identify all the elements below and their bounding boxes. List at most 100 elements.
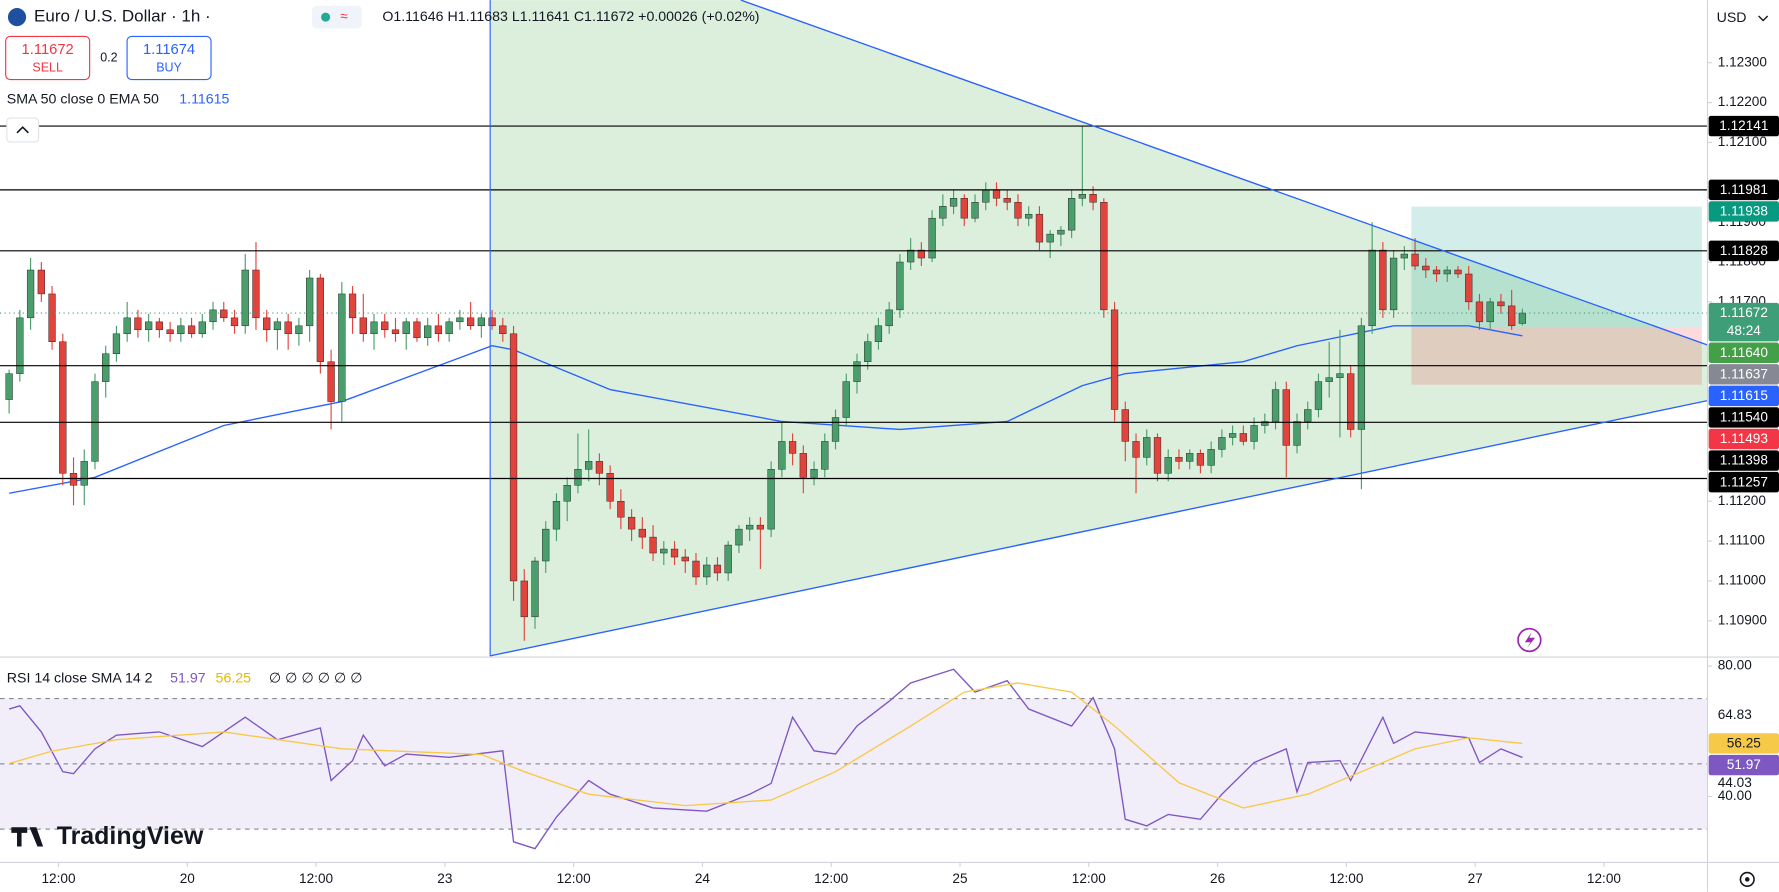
- buy-button[interactable]: [126, 35, 212, 81]
- buy-price[interactable]: 1.11674: [143, 42, 195, 58]
- collapse-button[interactable]: [6, 117, 40, 143]
- settings-button[interactable]: [1739, 871, 1755, 888]
- price-tag-label: 1.11615: [1720, 388, 1768, 403]
- candle-body: [1207, 449, 1215, 466]
- candle-body: [284, 321, 292, 335]
- alert-icon[interactable]: [1517, 627, 1542, 653]
- y-tick-label: 1.11200: [1718, 493, 1767, 508]
- position-target-zone: [1411, 206, 1702, 327]
- candle-body: [445, 321, 453, 335]
- candle-body: [209, 309, 217, 323]
- candle-body: [1347, 373, 1355, 430]
- candle-body: [874, 325, 883, 342]
- candle-body: [123, 317, 131, 335]
- candle-body: [1046, 233, 1054, 243]
- candle-body: [26, 269, 35, 319]
- candle-body: [102, 353, 110, 382]
- candle-body: [971, 202, 979, 219]
- candle-body: [69, 473, 78, 486]
- candle-body: [788, 441, 797, 454]
- candle-body: [1089, 194, 1097, 203]
- x-tick-label: 24: [695, 871, 711, 886]
- candle-body: [1250, 425, 1258, 442]
- candle-body: [1336, 373, 1344, 378]
- rsi-level-label: 44.03: [1718, 775, 1752, 790]
- rsi-tag-label: 51.97: [1727, 757, 1761, 772]
- candle-body: [16, 317, 24, 374]
- position-stop-zone: [1411, 326, 1702, 385]
- candle-body: [1411, 253, 1419, 267]
- candle-body: [1465, 273, 1473, 303]
- x-tick-label: 12:00: [1587, 871, 1621, 886]
- sell-button[interactable]: [5, 35, 91, 81]
- rsi-value: 51.97: [170, 670, 206, 686]
- price-tag-label: 1.12141: [1719, 118, 1768, 133]
- sell-label[interactable]: SELL: [32, 60, 63, 74]
- price-tag: [1708, 450, 1779, 471]
- x-tick-label: 25: [952, 871, 967, 886]
- candle-body: [670, 548, 679, 558]
- candle-body: [735, 528, 743, 546]
- candle-body: [713, 564, 722, 574]
- candle-body: [595, 461, 604, 474]
- price-tag-label: 1.11493: [1720, 431, 1768, 446]
- candle-body: [1035, 213, 1044, 243]
- candle-body: [145, 321, 153, 331]
- candle-body: [220, 309, 228, 319]
- candle-body: [295, 325, 303, 335]
- price-tag: [1708, 240, 1779, 262]
- candle-body: [1497, 301, 1505, 307]
- candle-body: [531, 560, 539, 618]
- candle-body: [574, 469, 582, 486]
- candle-body: [466, 317, 475, 327]
- candle-body: [381, 321, 389, 331]
- candle-body: [348, 293, 357, 319]
- candle-body: [1389, 257, 1398, 311]
- candle-body: [627, 516, 636, 530]
- candle-body: [1486, 301, 1494, 323]
- candle-body: [1186, 453, 1194, 462]
- candle-body: [960, 198, 968, 219]
- currency-selector[interactable]: USD: [1717, 10, 1747, 26]
- candle-body: [359, 317, 367, 335]
- candle-body: [1196, 453, 1205, 466]
- candle-body: [1121, 409, 1129, 442]
- x-tick-label: 20: [180, 871, 196, 886]
- candle-body: [1100, 202, 1108, 311]
- price-tag-label: 1.11828: [1720, 243, 1768, 258]
- buy-label[interactable]: BUY: [156, 60, 182, 74]
- candle-body: [552, 500, 561, 530]
- logo-icon: [11, 827, 44, 847]
- price-tag-label: 1.11672: [1720, 305, 1768, 320]
- dropdown-icon: [1758, 15, 1769, 22]
- candle-body: [1422, 265, 1430, 271]
- candle-body: [273, 321, 282, 331]
- candle-body: [724, 544, 732, 574]
- candle-body: [1025, 213, 1033, 219]
- rsi-status: ∅ ∅ ∅ ∅ ∅ ∅: [269, 670, 363, 686]
- y-tick-label: 1.11000: [1718, 573, 1767, 588]
- candle-body: [252, 269, 260, 319]
- candle-body: [606, 473, 614, 502]
- candle-body: [198, 321, 206, 335]
- candle-body: [1271, 389, 1280, 422]
- candle-body: [949, 198, 958, 207]
- sell-price[interactable]: 1.11672: [22, 42, 74, 58]
- candle-body: [1357, 325, 1366, 430]
- x-tick-label: 12:00: [41, 871, 75, 886]
- candle-body: [1282, 389, 1290, 446]
- candle-body: [1110, 309, 1119, 410]
- y-tick-label: 1.12200: [1718, 94, 1768, 109]
- candle-body: [896, 261, 904, 311]
- rsi-ma-value: 56.25: [216, 670, 252, 686]
- status-badge: [312, 5, 362, 29]
- x-tick-label: 12:00: [1072, 871, 1106, 886]
- market-open-dot: [321, 12, 331, 22]
- y-tick-label: 1.11100: [1718, 533, 1766, 548]
- candle-body: [767, 469, 775, 530]
- candle-body: [391, 329, 400, 335]
- candle-body: [370, 321, 378, 335]
- candle-body: [703, 564, 711, 578]
